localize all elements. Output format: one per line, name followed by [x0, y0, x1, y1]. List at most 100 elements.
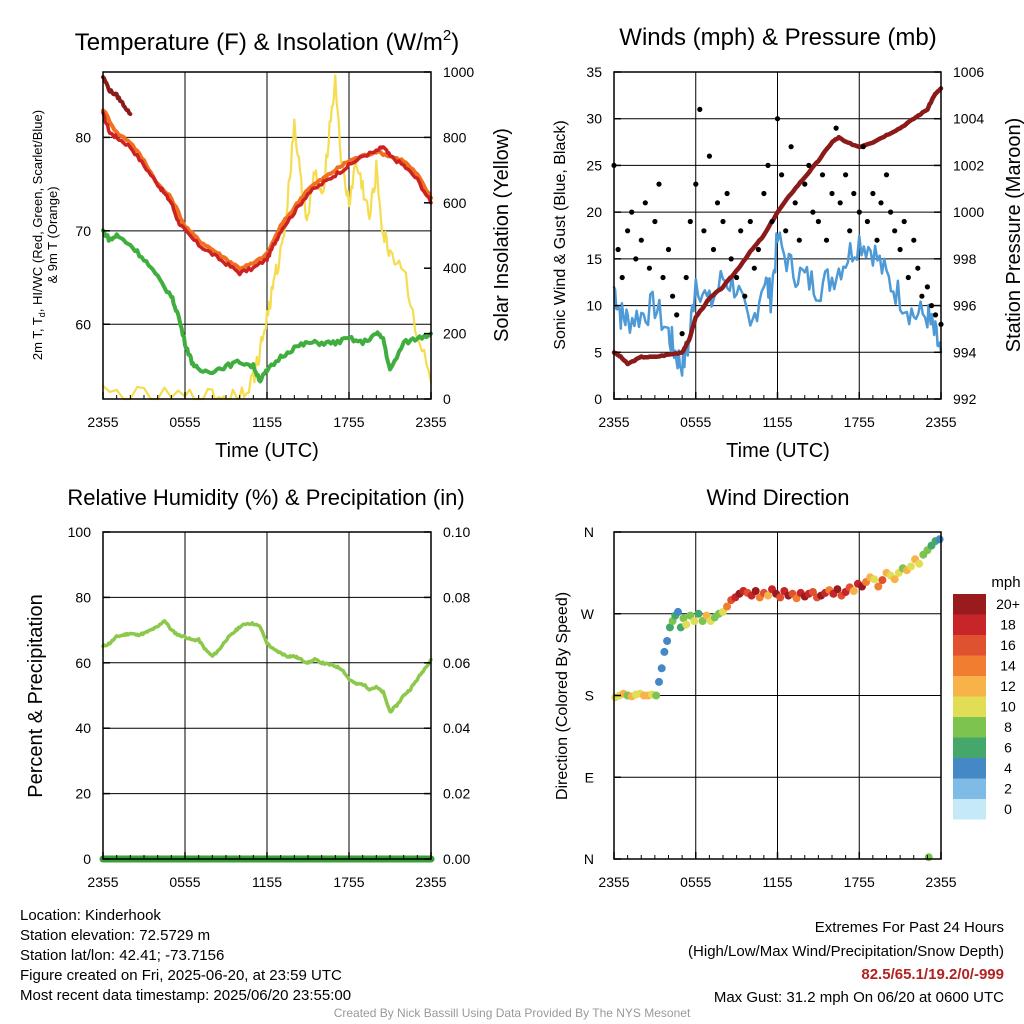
gust-point — [638, 237, 644, 243]
y-tick-label: 15 — [586, 251, 602, 267]
wind-series — [611, 86, 944, 377]
direction-point — [764, 591, 772, 600]
direction-point — [690, 617, 699, 625]
gust-point — [892, 228, 898, 234]
gust-point — [870, 190, 876, 197]
wind-panel: Winds (mph) & Pressure (mb) 2355 0555 1155… — [552, 24, 1024, 462]
series-line-2m-t — [101, 110, 433, 277]
y-tick-label: 80 — [75, 589, 91, 605]
y2-tick-label: 0.08 — [443, 589, 470, 605]
y-tick-label: N — [584, 524, 594, 540]
gust-point — [806, 162, 812, 168]
gust-point — [847, 228, 853, 234]
y-tick-label: 60 — [75, 316, 91, 332]
gust-point — [864, 218, 871, 225]
legend-label: 4 — [1004, 760, 1012, 776]
direction-point — [870, 575, 879, 584]
legend-swatch — [953, 778, 986, 799]
wdir-title: Wind Direction — [706, 485, 849, 510]
insolation-ylabel: Solar Insolation (Yellow) — [491, 128, 513, 342]
rh-panel: Relative Humidity (%) & Precipitation (i… — [25, 485, 470, 890]
wdir-ylabel: Direction (Colored By Speed) — [554, 592, 571, 800]
y-tick-label: 0 — [594, 391, 602, 407]
legend-swatch — [953, 635, 986, 656]
wdir-panel: Wind Direction 2355 0555 1155 1755 2355NESWN… — [554, 485, 1021, 890]
gust-point — [734, 274, 740, 281]
y-tick-label: 60 — [75, 655, 91, 671]
legend-label: 0 — [1004, 801, 1012, 817]
series-line-td — [101, 228, 433, 384]
series-line-hi-wc — [101, 75, 133, 116]
speed-legend: 20+ 18 16 14 12 10 8 6 4 2 0 — [953, 594, 1020, 820]
gust-point — [629, 209, 635, 215]
x-tick-label: 0555 — [680, 414, 711, 430]
y-tick-label: 80 — [75, 129, 91, 145]
x-tick-label: 1155 — [762, 874, 792, 890]
gust-point — [796, 237, 802, 243]
gust-point — [911, 237, 917, 243]
gust-point — [888, 209, 894, 215]
gust-point — [874, 237, 880, 243]
gust-point — [860, 144, 866, 150]
y-tick-label: W — [581, 606, 595, 622]
y-tick-label: 5 — [594, 344, 602, 360]
x-tick-label: 2355 — [925, 874, 956, 890]
y2-tick-label: 0.04 — [443, 720, 470, 736]
gust-point — [819, 172, 826, 178]
gust-point — [779, 172, 785, 178]
gust-point — [728, 256, 734, 262]
gust-point — [642, 200, 648, 206]
gust-point — [683, 274, 689, 281]
gust-point — [905, 274, 911, 281]
gust-point — [714, 200, 721, 206]
gust-point — [751, 265, 757, 271]
y2-tick-label: 998 — [953, 251, 977, 267]
direction-point — [663, 637, 672, 645]
wind-title: Winds (mph) & Pressure (mb) — [619, 24, 936, 51]
y-tick-label: 70 — [75, 223, 91, 239]
direction-point — [657, 664, 666, 673]
direction-point — [682, 620, 691, 629]
legend-swatch — [953, 655, 986, 676]
gust-point — [693, 181, 699, 187]
temperature-xlabel: Time (UTC) — [215, 440, 319, 462]
legend-label: 18 — [1000, 617, 1016, 633]
y2-tick-label: 0.00 — [443, 851, 470, 867]
wind-ylabel: Sonic Wind & Gust (Blue, Black) — [552, 120, 569, 349]
legend-label: 10 — [1000, 699, 1016, 715]
y-tick-label: 20 — [586, 204, 602, 220]
y2-tick-label: 994 — [953, 344, 977, 360]
gust-point — [710, 246, 717, 253]
gust-point — [665, 246, 672, 253]
gust-point — [761, 190, 767, 197]
legend-swatch — [953, 799, 986, 820]
x-tick-label: 1155 — [762, 414, 792, 430]
wind-xlabel: Time (UTC) — [726, 440, 830, 462]
station-elevation: Station elevation: 72.5729 m — [20, 927, 211, 944]
y2-tick-label: 400 — [443, 260, 467, 276]
y2-tick-label: 996 — [953, 298, 977, 314]
y2-tick-label: 0.02 — [443, 786, 470, 802]
legend-label: 14 — [1000, 658, 1016, 674]
gust-point — [802, 181, 808, 187]
gust-point — [856, 209, 862, 215]
gust-point — [670, 293, 676, 299]
x-tick-label: 1755 — [844, 874, 875, 890]
temperature-ylabel: 2m T, Td, HI/WC (Red, Green, Scarlet/Blu… — [30, 110, 47, 360]
gust-point — [652, 218, 658, 225]
y-tick-label: S — [585, 688, 594, 704]
y2-tick-label: 1002 — [953, 157, 984, 173]
gust-point — [674, 312, 680, 318]
y-tick-label: E — [585, 769, 594, 785]
wdir-series — [611, 535, 944, 862]
direction-point — [679, 614, 688, 623]
gust-point — [619, 274, 625, 281]
gust-point — [897, 246, 903, 253]
rh-ticks: 2355 0555 1155 1755 2355 0 20 40 60 80 100 0.00 0.02… — [68, 524, 471, 890]
x-tick-label: 0555 — [680, 874, 711, 890]
legend-swatch — [953, 594, 986, 615]
gust-point — [660, 274, 666, 281]
legend-label: 12 — [1000, 678, 1016, 694]
pressure-ylabel: Station Pressure (Maroon) — [1003, 118, 1024, 353]
direction-point — [874, 582, 883, 591]
